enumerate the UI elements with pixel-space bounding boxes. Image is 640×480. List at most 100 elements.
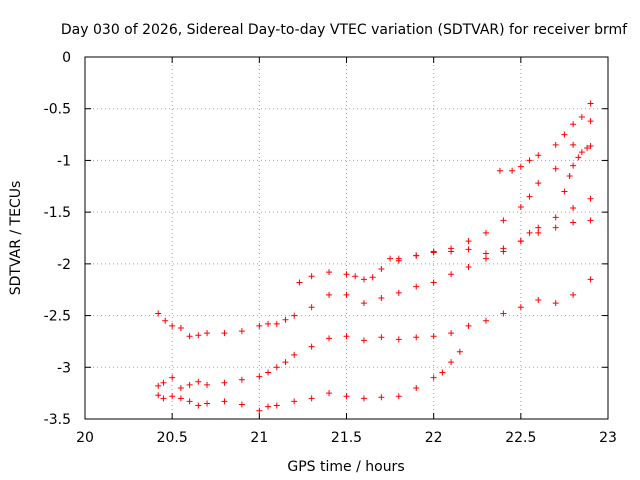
- data-point: [509, 167, 516, 174]
- data-point: [296, 279, 303, 286]
- data-point: [291, 351, 298, 358]
- data-point: [552, 300, 559, 307]
- x-tick-label: 20.5: [157, 430, 188, 446]
- series-track-2: [155, 276, 594, 391]
- data-point: [570, 291, 577, 298]
- data-point: [238, 328, 245, 335]
- data-point: [535, 152, 542, 159]
- data-point: [430, 374, 437, 381]
- data-point: [273, 320, 280, 327]
- data-point: [378, 266, 385, 273]
- data-point: [360, 395, 367, 402]
- data-point: [387, 255, 394, 262]
- data-point: [413, 283, 420, 290]
- data-point: [587, 142, 594, 149]
- data-point: [587, 217, 594, 224]
- y-tick-label: -0.5: [44, 102, 71, 118]
- y-tick-labels: 0 -0.5 -1 -1.5 -2 -2.5 -3 -3.5: [44, 50, 71, 428]
- data-point: [221, 379, 228, 386]
- x-tick-label: 23: [599, 430, 617, 446]
- data-point: [282, 359, 289, 366]
- data-point: [552, 214, 559, 221]
- data-point: [587, 100, 594, 107]
- data-point: [500, 245, 507, 252]
- data-point: [273, 402, 280, 409]
- data-point: [526, 193, 533, 200]
- data-point: [430, 333, 437, 340]
- data-point: [448, 330, 455, 337]
- data-point: [448, 359, 455, 366]
- data-point: [535, 224, 542, 231]
- data-point: [326, 335, 333, 342]
- data-point: [291, 312, 298, 319]
- data-point: [430, 279, 437, 286]
- data-point: [186, 381, 193, 388]
- data-point: [221, 398, 228, 405]
- data-point: [570, 121, 577, 128]
- data-point: [195, 402, 202, 409]
- series-track-4: [296, 217, 594, 286]
- data-point: [326, 390, 333, 397]
- data-point: [360, 337, 367, 344]
- data-points: [155, 100, 594, 414]
- data-point: [256, 373, 263, 380]
- data-point: [535, 229, 542, 236]
- y-tick-label: -1: [57, 153, 71, 169]
- data-point: [526, 157, 533, 164]
- data-point: [308, 273, 315, 280]
- data-point: [570, 162, 577, 169]
- data-point: [265, 320, 272, 327]
- data-point: [517, 163, 524, 170]
- data-point: [160, 379, 167, 386]
- data-point: [500, 217, 507, 224]
- series-track-1: [155, 195, 594, 340]
- data-point: [308, 395, 315, 402]
- data-point: [308, 343, 315, 350]
- data-point: [570, 219, 577, 226]
- x-tick-label: 20: [76, 430, 94, 446]
- data-point: [265, 403, 272, 410]
- x-axis-label: GPS time / hours: [287, 459, 404, 475]
- data-point: [204, 381, 211, 388]
- data-point: [177, 384, 184, 391]
- data-point: [195, 332, 202, 339]
- data-point: [273, 364, 280, 371]
- data-point: [482, 255, 489, 262]
- data-point: [256, 407, 263, 414]
- data-point: [465, 263, 472, 270]
- data-point: [177, 324, 184, 331]
- data-point: [482, 317, 489, 324]
- data-point: [169, 374, 176, 381]
- data-point: [552, 224, 559, 231]
- data-point: [587, 195, 594, 202]
- data-point: [566, 172, 573, 179]
- data-point: [578, 149, 585, 156]
- data-point: [326, 269, 333, 276]
- data-point: [360, 276, 367, 283]
- series-track-3: [155, 348, 463, 414]
- data-point: [204, 330, 211, 337]
- data-point: [395, 255, 402, 262]
- data-point: [204, 400, 211, 407]
- data-point: [448, 245, 455, 252]
- data-point: [552, 141, 559, 148]
- y-tick-label: 0: [62, 50, 71, 66]
- data-point: [517, 304, 524, 311]
- y-tick-label: -1.5: [44, 205, 71, 221]
- data-point: [535, 180, 542, 187]
- data-point: [308, 304, 315, 311]
- data-point: [343, 393, 350, 400]
- data-point: [195, 378, 202, 385]
- data-point: [482, 250, 489, 257]
- data-point: [465, 238, 472, 245]
- y-tick-label: -2: [57, 257, 71, 273]
- x-tick-label: 22: [425, 430, 443, 446]
- data-point: [221, 330, 228, 337]
- data-point: [155, 392, 162, 399]
- data-point: [343, 333, 350, 340]
- data-point: [343, 271, 350, 278]
- data-point: [552, 165, 559, 172]
- data-point: [177, 395, 184, 402]
- data-point: [169, 393, 176, 400]
